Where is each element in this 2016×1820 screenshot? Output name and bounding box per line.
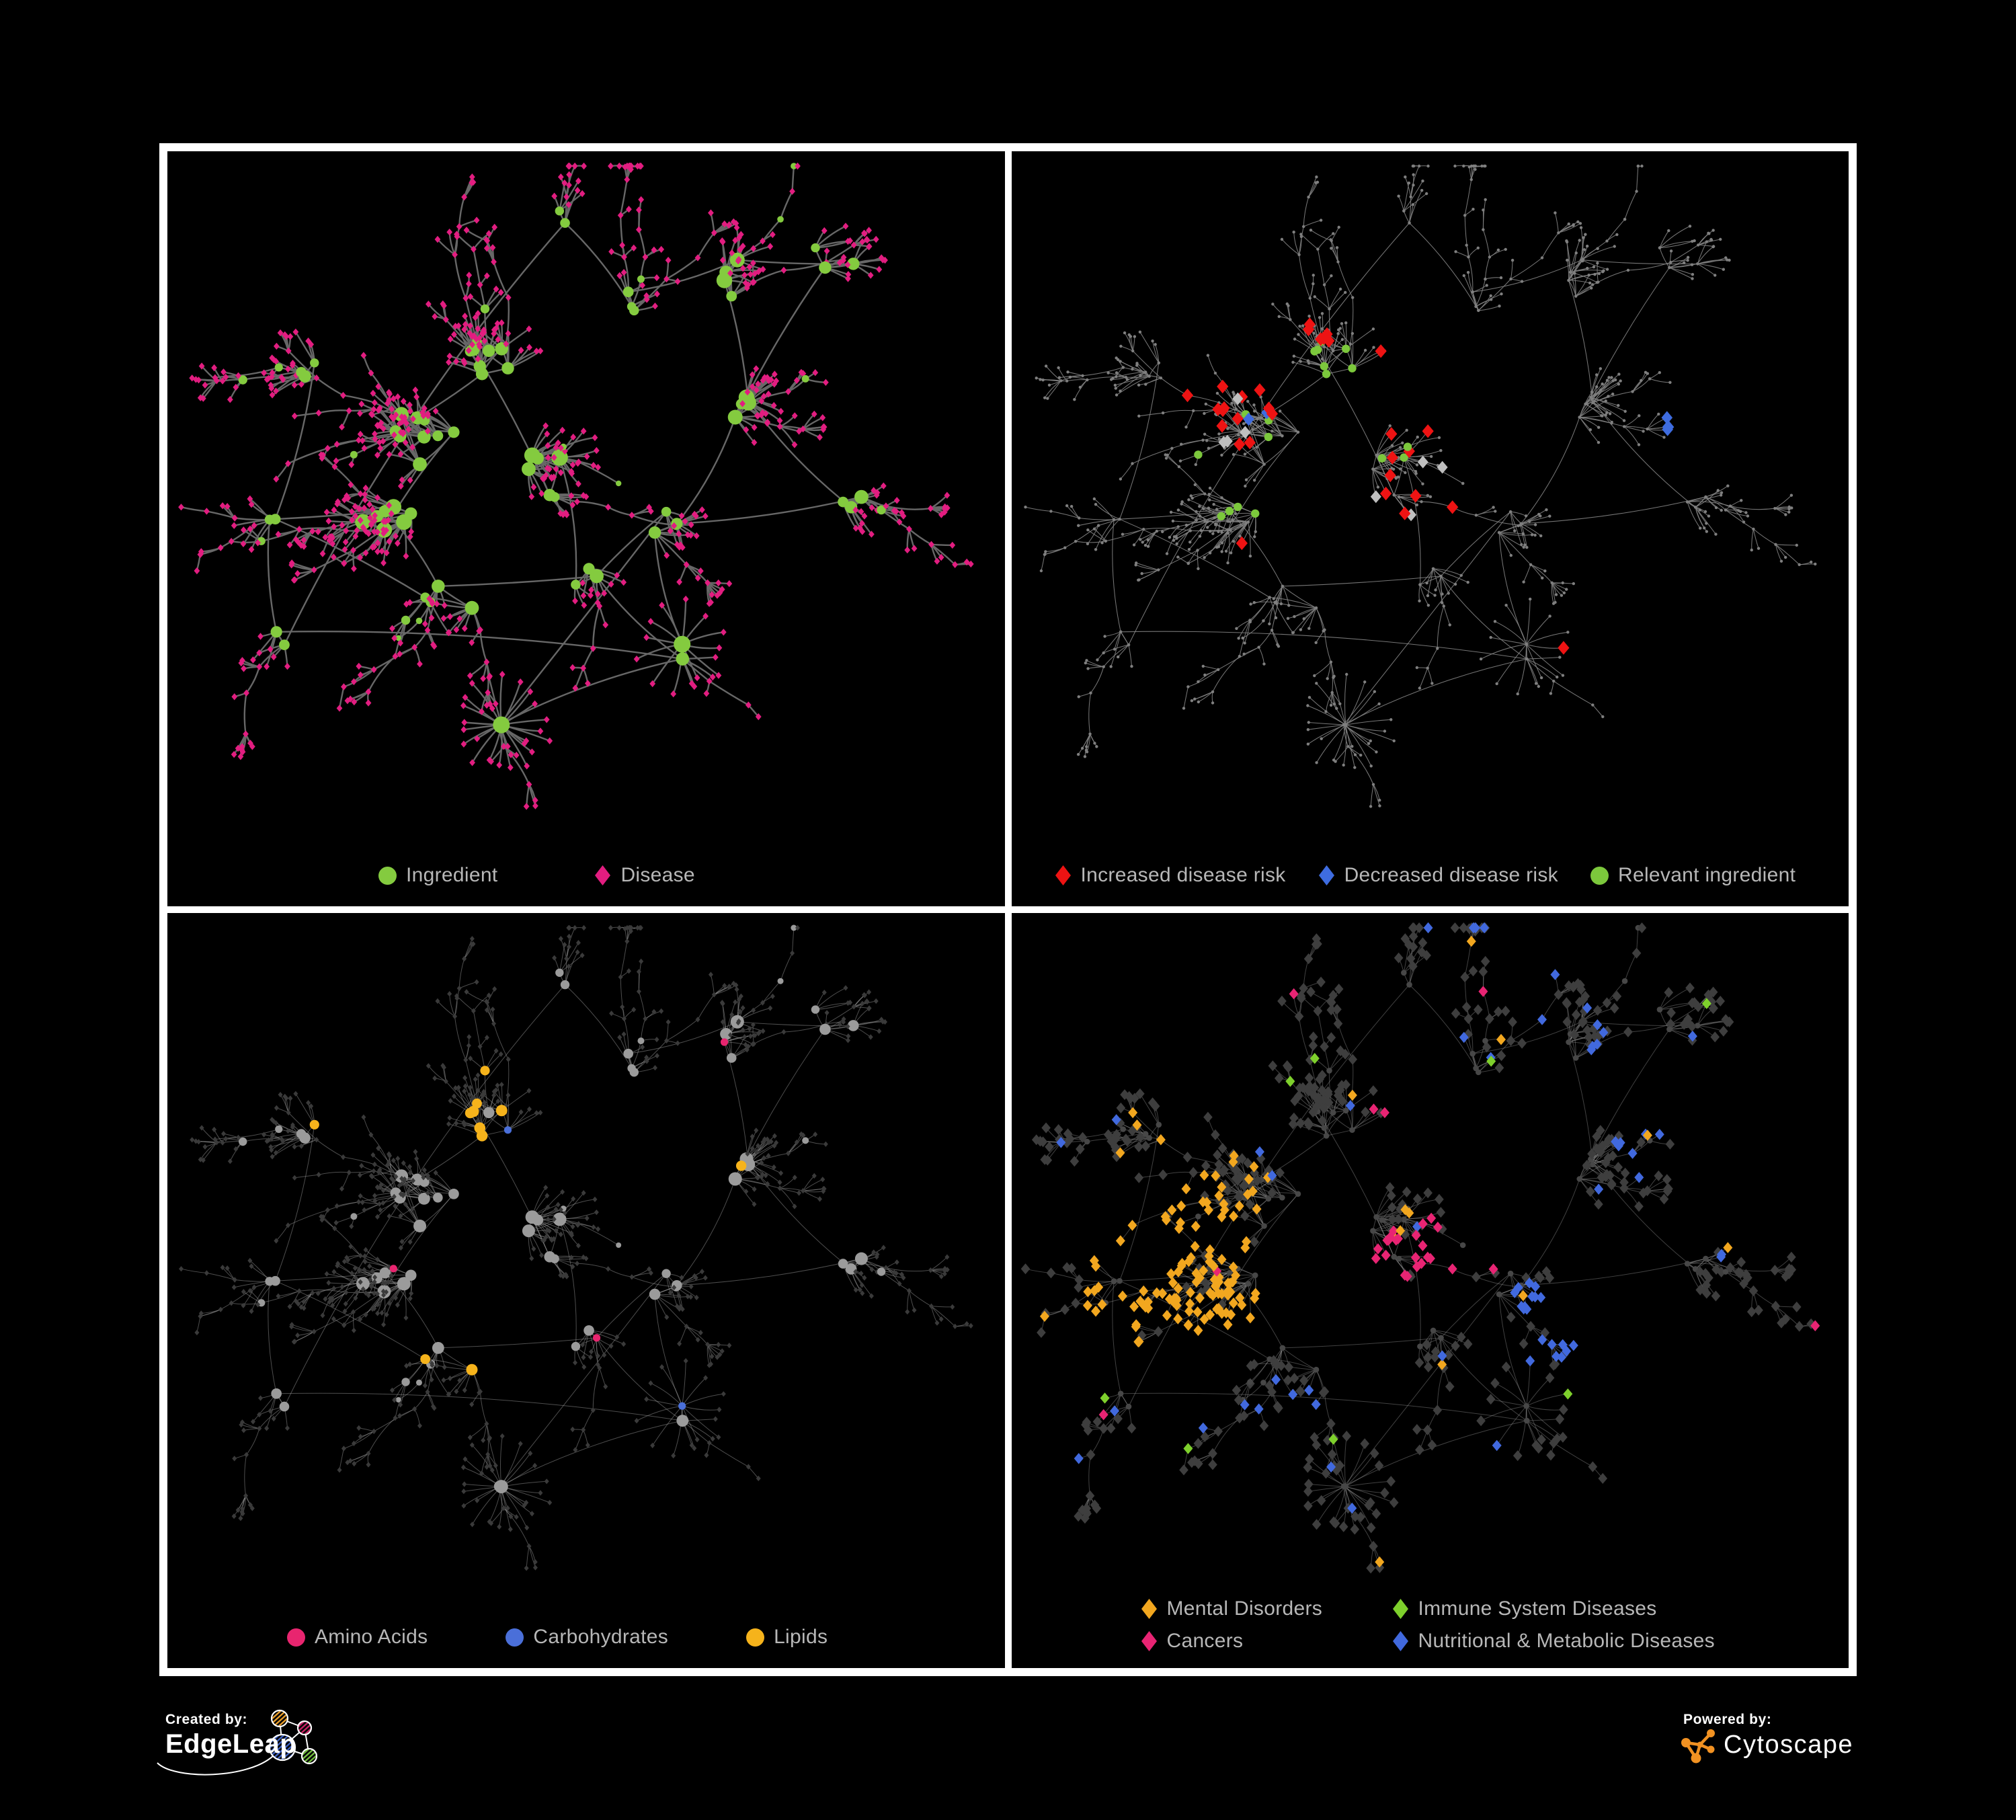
legend-swatch-circle-icon (1590, 866, 1609, 885)
legend-label: Disease (620, 864, 695, 886)
cytoscape-logo-icon (1681, 1729, 1715, 1764)
legend-disease-risk: Increased disease risk Decreased disease … (1055, 855, 1796, 887)
network-graph-disease-classes (1020, 922, 1820, 1574)
highlight-layer (1039, 922, 1820, 1568)
node-layer (1020, 922, 1816, 1574)
panel-nutrient-classes: Amino Acids Carbohydrates Lipids (167, 913, 1005, 1668)
legend-item-increased-disease-risk: Increased disease risk (1055, 864, 1286, 887)
legend-disease-classes: Mental Disorders Immune System Diseases Ca… (1141, 1589, 1715, 1653)
legend-item-decreased-disease-risk: Decreased disease risk (1318, 864, 1558, 887)
legend-item-amino-acids: Amino Acids (287, 1626, 428, 1649)
legend-row: Cancers Nutritional & Metabolic Diseases (1141, 1629, 1715, 1653)
legend-item-relevant-ingredient: Relevant ingredient (1590, 864, 1796, 887)
created-by-label: Created by: (165, 1712, 248, 1727)
legend-swatch-diamond-icon (595, 865, 611, 885)
cytoscape-wordmark: Cytoscape (1724, 1731, 1854, 1759)
legend-swatch-diamond-icon (1392, 1631, 1408, 1651)
legend-label: Carbohydrates (533, 1626, 669, 1648)
legend-label: Cancers (1166, 1630, 1244, 1652)
legend-nutrient-classes: Amino Acids Carbohydrates Lipids (287, 1617, 828, 1649)
highlight-layer (1181, 317, 1674, 655)
legend-row: Amino Acids Carbohydrates Lipids (287, 1625, 828, 1649)
legend-label: Ingredient (406, 864, 498, 886)
legend-item-cancers: Cancers (1141, 1630, 1392, 1653)
legend-label: Nutritional & Metabolic Diseases (1418, 1630, 1715, 1652)
legend-row: Ingredient Disease (378, 863, 695, 887)
legend-swatch-diamond-icon (1055, 865, 1071, 885)
powered-by-label: Powered by: (1683, 1712, 1772, 1727)
panel-ingredient-disease: Ingredient Disease (167, 151, 1005, 906)
legend-item-carbohydrates: Carbohydrates (506, 1626, 668, 1649)
legend-label: Amino Acids (315, 1626, 428, 1648)
legend-row: Increased disease risk Decreased disease … (1055, 863, 1796, 887)
edgeleap-logo-icon (157, 1709, 318, 1776)
legend-item-immune-system-diseases: Immune System Diseases (1392, 1597, 1656, 1620)
legend-swatch-diamond-icon (1141, 1599, 1157, 1619)
legend-label: Increased disease risk (1080, 864, 1286, 886)
node-layer (1023, 164, 1816, 808)
cytoscape-branding: Powered by: Cytoscape (1675, 1709, 1904, 1790)
panel-disease-classes: Mental Disorders Immune System Diseases Ca… (1011, 913, 1849, 1668)
network-graph-disease-risk (1023, 164, 1816, 808)
legend-label: Relevant ingredient (1618, 864, 1796, 886)
highlight-layer (309, 1038, 747, 1410)
edge-layer (1024, 165, 1816, 807)
legend-label: Mental Disorders (1166, 1597, 1323, 1620)
legend-swatch-diamond-icon (1318, 865, 1334, 885)
legend-item-lipids: Lipids (746, 1626, 828, 1649)
legend-swatch-circle-icon (506, 1628, 524, 1647)
legend-label: Lipids (774, 1626, 828, 1648)
node-layer (179, 924, 973, 1571)
legend-label: Decreased disease risk (1344, 864, 1558, 886)
panel-disease-risk: Increased disease risk Decreased disease … (1011, 151, 1849, 906)
legend-swatch-circle-icon (746, 1628, 765, 1647)
edgeleap-branding: Created by: EdgeLeap (156, 1709, 425, 1810)
legend-swatch-diamond-icon (1141, 1631, 1157, 1651)
edgeleap-wordmark: EdgeLeap (165, 1729, 297, 1759)
network-graph-nutrient-classes (179, 924, 973, 1571)
legend-row: Mental Disorders Immune System Diseases (1141, 1597, 1656, 1621)
legend-item-ingredient: Ingredient (378, 864, 497, 887)
legend-item-nutritional-metabolic-diseases: Nutritional & Metabolic Diseases (1392, 1630, 1715, 1653)
legend-swatch-diamond-icon (1392, 1599, 1408, 1619)
legend-label: Immune System Diseases (1418, 1597, 1657, 1620)
legend-ingredient-disease: Ingredient Disease (378, 855, 695, 887)
panel-grid: Ingredient Disease Increased disease risk… (159, 143, 1857, 1676)
legend-item-mental-disorders: Mental Disorders (1141, 1597, 1392, 1620)
legend-swatch-circle-icon (378, 866, 397, 885)
node-layer (178, 162, 974, 810)
legend-swatch-circle-icon (287, 1628, 305, 1647)
legend-item-disease: Disease (594, 864, 695, 887)
network-graph-ingredient-disease (178, 162, 974, 810)
